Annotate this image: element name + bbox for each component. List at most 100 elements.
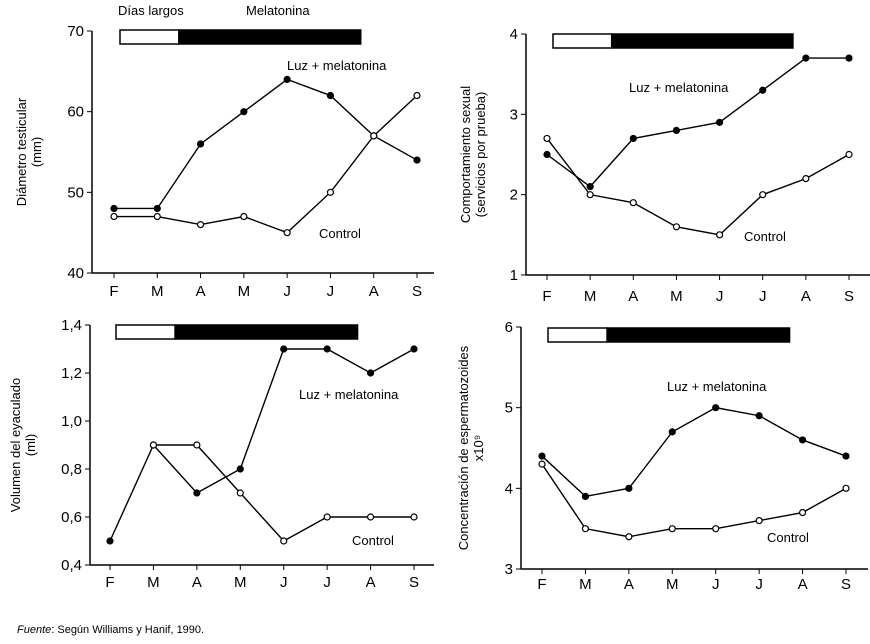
y-axis-label-line: Volumen del eyaculado [8,378,23,512]
data-point-light-melatonin [323,345,331,353]
data-point-control [629,199,637,207]
x-tick-label: M [151,283,164,300]
y-tick-label: 1,0 [61,413,82,430]
annotation-control: Control [352,533,394,548]
data-point-control [153,212,161,221]
y-tick-label: 1 [510,267,518,284]
source-note: Fuente: Según Williams y Hanif, 1990. [17,624,204,636]
y-axis-label-line: Comportamiento sexual [458,86,473,223]
data-point-light-melatonin [802,54,810,62]
x-tick-label: A [366,574,376,591]
y-tick-label: 0,4 [61,557,82,574]
y-tick-label: 6 [505,319,513,336]
y-tick-label: 1,2 [61,365,82,382]
data-point-light-melatonin [326,91,335,100]
x-tick-label: J [327,283,335,300]
y-axis-label-line: (mm) [29,137,44,167]
chart-panel-testicular-diameter: 40 50 60 70 F M A M J J A S Diámetro testicular(mm) L… [14,23,434,300]
y-axis-label-line: Diámetro testicular [14,97,29,206]
melatonin-label: Melatonina [246,3,310,18]
x-tick-label: M [666,576,679,593]
series-line-light-melatonin [114,78,418,210]
x-tick-label: S [844,288,854,305]
y-tick-label: 40 [67,265,84,282]
long-days-bar [119,29,180,45]
data-point-light-melatonin [283,75,291,84]
data-point-control [280,537,288,545]
data-point-control [581,525,590,533]
x-tick-label: F [537,576,546,593]
x-tick-label: A [628,288,638,305]
data-point-control [759,191,767,199]
annotation-light-melatonin: Luz + melatonina [629,80,729,95]
data-point-light-melatonin [581,492,590,500]
data-point-control [842,484,850,492]
data-point-control [370,132,378,140]
chart-panel-ejaculate-volume: 0,4 0,6 0,8 1,0 1,2 1,4 F M A M J J A S Volumen del ey… [8,317,434,591]
y-axis-label: Comportamiento sexual(servicios por prue… [458,86,488,223]
x-tick-label: M [584,288,597,305]
data-point-control [715,231,724,239]
y-tick-label: 4 [510,26,518,43]
annotation-light-melatonin: Luz + melatonina [287,58,387,73]
data-point-light-melatonin [625,484,633,492]
x-tick-label: J [712,576,720,593]
x-tick-label: A [624,576,634,593]
y-tick-label: 3 [510,106,518,123]
data-point-light-melatonin [236,465,244,473]
y-tick-label: 0,8 [61,461,82,478]
data-point-control [110,212,118,221]
data-point-light-melatonin [196,140,205,148]
y-axis-label: Diámetro testicular(mm) [14,97,44,206]
data-point-light-melatonin [106,537,114,545]
y-tick-label: 2 [510,187,518,204]
annotation-control: Control [767,530,809,545]
data-point-light-melatonin [712,404,720,412]
melatonin-bar [610,33,794,49]
data-point-control [802,175,810,183]
data-point-control [366,513,375,521]
y-axis-label-line: Concentración de espermatozoides [456,345,471,550]
series-line-control [541,463,847,538]
data-point-control [413,91,421,100]
chart-panel-sexual-behaviour: 1 2 3 4 F M A M J J A S Comportamiento sexual(servic… [458,26,870,305]
series-line-light-melatonin [546,57,849,188]
x-tick-label: F [109,283,118,300]
long-days-bar [552,33,613,49]
melatonin-bar [606,327,791,343]
series-line-control [153,444,414,542]
data-point-light-melatonin [586,183,594,191]
melatonin-bar [174,324,359,340]
annotation-control: Control [744,229,786,244]
source-prefix: Fuente [17,624,52,636]
y-tick-label: 50 [67,184,84,201]
x-tick-label: J [716,288,724,305]
x-tick-label: S [412,283,422,300]
data-point-light-melatonin [629,134,637,143]
y-axis-label-line: x10⁹ [471,435,486,462]
x-tick-label: J [283,283,291,300]
x-tick-label: M [670,288,683,305]
data-point-light-melatonin [410,345,418,353]
data-point-control [543,134,551,143]
data-point-control [712,525,720,533]
x-tick-label: M [234,574,247,591]
y-tick-label: 60 [67,104,84,121]
y-tick-label: 4 [505,480,513,497]
y-axis-label-line: (ml) [23,434,38,456]
y-tick-label: 70 [67,23,84,40]
data-point-control [283,229,291,237]
y-tick-label: 0,6 [61,509,82,526]
series-line-light-melatonin [541,406,847,498]
data-point-light-melatonin [153,204,161,213]
data-point-light-melatonin [366,369,375,377]
x-tick-label: A [192,574,202,591]
data-point-control [625,533,633,541]
data-point-control [236,489,244,497]
data-point-light-melatonin [798,436,807,444]
y-axis-label: Volumen del eyaculado(ml) [8,378,38,512]
data-point-light-melatonin [280,345,288,353]
x-tick-label: J [759,288,767,305]
data-point-light-melatonin [759,86,767,94]
annotation-control: Control [319,226,361,241]
